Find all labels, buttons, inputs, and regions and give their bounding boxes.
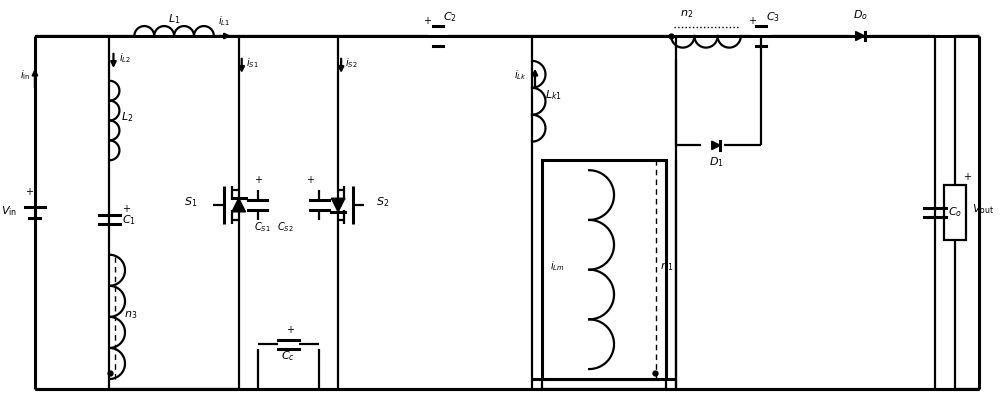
Text: $S_2$: $S_2$ — [376, 195, 389, 209]
Polygon shape — [331, 198, 345, 212]
Text: $+$: $+$ — [254, 174, 263, 185]
Text: $D_1$: $D_1$ — [709, 155, 723, 169]
Text: $+$: $+$ — [423, 15, 432, 26]
Text: $V_{\rm out}$: $V_{\rm out}$ — [972, 202, 995, 216]
Text: $C_3$: $C_3$ — [766, 10, 780, 24]
Text: $+$: $+$ — [25, 186, 34, 197]
Bar — [944, 185, 966, 240]
Text: $C_{S1}$: $C_{S1}$ — [254, 220, 270, 234]
Text: $n_3$: $n_3$ — [124, 309, 138, 321]
Text: $L_1$: $L_1$ — [168, 12, 180, 26]
Text: $n_1$: $n_1$ — [660, 262, 674, 273]
Text: $n_2$: $n_2$ — [680, 8, 693, 20]
Polygon shape — [712, 141, 720, 150]
Text: $i_{S1}$: $i_{S1}$ — [246, 56, 258, 70]
Text: $C_2$: $C_2$ — [443, 10, 456, 24]
Text: $+$: $+$ — [748, 15, 757, 26]
Text: $S_1$: $S_1$ — [184, 195, 197, 209]
Text: $L_2$: $L_2$ — [121, 110, 134, 124]
Text: $C_c$: $C_c$ — [281, 349, 295, 363]
Text: $D_o$: $D_o$ — [853, 8, 868, 22]
Polygon shape — [232, 198, 246, 212]
Bar — [542, 160, 666, 379]
Text: $i_{S2}$: $i_{S2}$ — [345, 56, 358, 70]
Text: $+$: $+$ — [963, 171, 972, 182]
Text: $+$: $+$ — [122, 203, 131, 214]
Text: $V_{\rm in}$: $V_{\rm in}$ — [1, 205, 17, 218]
Text: $+$: $+$ — [286, 324, 295, 335]
Text: $i_{Lk}$: $i_{Lk}$ — [514, 68, 527, 81]
Text: $i_{L2}$: $i_{L2}$ — [119, 51, 131, 65]
Text: $i_{Lm}$: $i_{Lm}$ — [550, 260, 564, 273]
Text: $+$: $+$ — [306, 174, 315, 185]
Text: $C_{S2}$: $C_{S2}$ — [277, 220, 293, 234]
Polygon shape — [856, 32, 865, 40]
Text: $C_o$: $C_o$ — [948, 205, 962, 219]
Text: $i_{L1}$: $i_{L1}$ — [218, 14, 230, 28]
Text: $i_{\rm in}$: $i_{\rm in}$ — [20, 68, 30, 81]
Text: $L_{k1}$: $L_{k1}$ — [545, 88, 562, 102]
Text: $C_1$: $C_1$ — [122, 213, 136, 227]
